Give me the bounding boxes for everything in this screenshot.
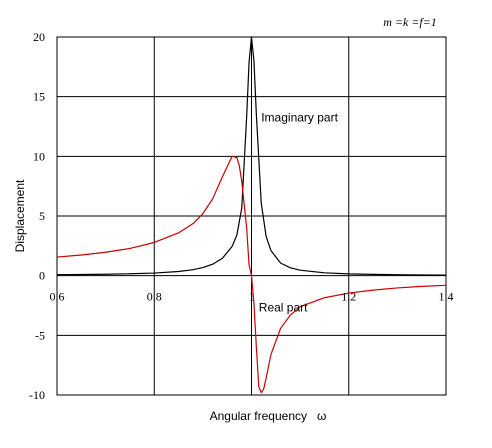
y-tick-label: 15 <box>33 90 45 104</box>
x-tick-label: 0.6 <box>50 290 65 304</box>
real-part-line <box>56 155 447 394</box>
y-tick-label: -10 <box>29 388 45 402</box>
grid <box>56 36 447 396</box>
y-tick-label: 0 <box>39 269 45 283</box>
x-tick-label: 1.2 <box>341 290 356 304</box>
y-tick-label: -5 <box>35 328 45 342</box>
y-axis-label: Displacement <box>13 179 27 252</box>
tick-labels: 0.6 0.8 1 1.2 1.4 20 15 10 5 0 -5 -10 <box>29 30 454 402</box>
x-tick-label: 0.8 <box>147 290 162 304</box>
y-tick-label: 10 <box>33 149 45 163</box>
real-part-label: Real part <box>259 300 308 314</box>
imaginary-part-line <box>56 36 447 276</box>
series-layer <box>56 36 447 394</box>
x-axis-label: Angular frequency ω <box>210 409 327 423</box>
parameter-label: m =k =f=1 <box>383 15 437 29</box>
y-tick-label: 5 <box>39 209 45 223</box>
x-tick-label: 1.4 <box>439 290 454 304</box>
imaginary-part-label: Imaginary part <box>261 111 338 125</box>
y-tick-label: 20 <box>33 30 45 44</box>
x-tick-label: 1 <box>249 290 255 304</box>
